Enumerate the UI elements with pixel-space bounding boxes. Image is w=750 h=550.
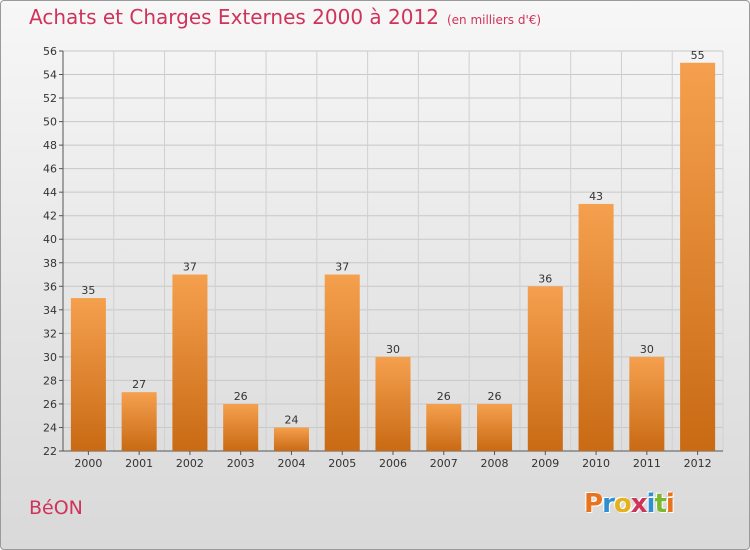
- y-tick-label: 44: [43, 186, 57, 199]
- logo-letter: o: [613, 489, 632, 519]
- bar: [426, 403, 462, 451]
- bar: [223, 403, 259, 451]
- y-tick-label: 38: [43, 257, 57, 270]
- x-tick-label: 2005: [328, 457, 356, 470]
- value-label: 26: [437, 390, 451, 403]
- y-tick-label: 40: [43, 233, 57, 246]
- y-tick-label: 28: [43, 374, 57, 387]
- y-tick-label: 34: [43, 304, 57, 317]
- value-label: 26: [488, 390, 502, 403]
- value-label: 37: [335, 261, 349, 274]
- bar: [629, 356, 665, 451]
- bar: [273, 427, 309, 451]
- value-label: 30: [386, 343, 400, 356]
- x-tick-label: 2008: [481, 457, 509, 470]
- bar: [578, 203, 614, 451]
- bar: [375, 356, 411, 451]
- y-tick-label: 56: [43, 45, 57, 58]
- logo-letter: i: [665, 489, 675, 519]
- logo-letter: x: [630, 489, 648, 519]
- y-tick-label: 48: [43, 139, 57, 152]
- chart-title-text: Achats et Charges Externes 2000 à 2012: [29, 5, 439, 29]
- value-label: 37: [183, 261, 197, 274]
- bar: [121, 392, 157, 451]
- y-tick-label: 26: [43, 398, 57, 411]
- x-tick-label: 2007: [430, 457, 458, 470]
- logo-letter: r: [602, 489, 615, 519]
- x-tick-label: 2006: [379, 457, 407, 470]
- proxiti-logo: Proxiti: [584, 489, 675, 519]
- value-label: 24: [284, 413, 298, 426]
- x-tick-label: 2010: [582, 457, 610, 470]
- y-tick-label: 22: [43, 445, 57, 458]
- bar: [680, 62, 716, 451]
- value-label: 36: [538, 272, 552, 285]
- logo-letter: i: [646, 489, 656, 519]
- y-tick-label: 42: [43, 210, 57, 223]
- y-tick-label: 50: [43, 116, 57, 129]
- bar: [172, 274, 208, 451]
- chart-subtitle: (en milliers d'€): [446, 13, 542, 27]
- logo-letter: P: [584, 489, 603, 519]
- value-label: 26: [234, 390, 248, 403]
- x-tick-label: 2002: [176, 457, 204, 470]
- x-tick-label: 2011: [633, 457, 661, 470]
- y-tick-label: 32: [43, 327, 57, 340]
- bar: [324, 274, 360, 451]
- y-tick-label: 24: [43, 421, 57, 434]
- bar: [70, 298, 106, 451]
- value-label: 55: [691, 49, 705, 62]
- labels: 22 24 26 28 30 32 34 36 38 40 42 44 46 48 50 52 54 56 35 20…: [43, 45, 712, 470]
- value-label: 30: [640, 343, 654, 356]
- value-label: 43: [589, 190, 603, 203]
- x-tick-label: 2000: [74, 457, 102, 470]
- commune-name: BéON: [29, 497, 83, 519]
- value-label: 27: [132, 378, 146, 391]
- x-tick-label: 2003: [227, 457, 255, 470]
- x-tick-label: 2009: [531, 457, 559, 470]
- y-tick-label: 54: [43, 69, 57, 82]
- bar: [527, 286, 563, 451]
- x-tick-label: 2001: [125, 457, 153, 470]
- bars: [70, 62, 716, 451]
- y-tick-label: 46: [43, 163, 57, 176]
- logo-letter: t: [654, 489, 666, 519]
- chart-title: Achats et Charges Externes 2000 à 2012 (e…: [29, 5, 541, 29]
- y-tick-label: 52: [43, 92, 57, 105]
- y-tick-label: 30: [43, 351, 57, 364]
- x-tick-label: 2004: [277, 457, 305, 470]
- bar: [477, 403, 513, 451]
- y-tick-label: 36: [43, 280, 57, 293]
- x-tick-label: 2012: [684, 457, 712, 470]
- value-label: 35: [81, 284, 95, 297]
